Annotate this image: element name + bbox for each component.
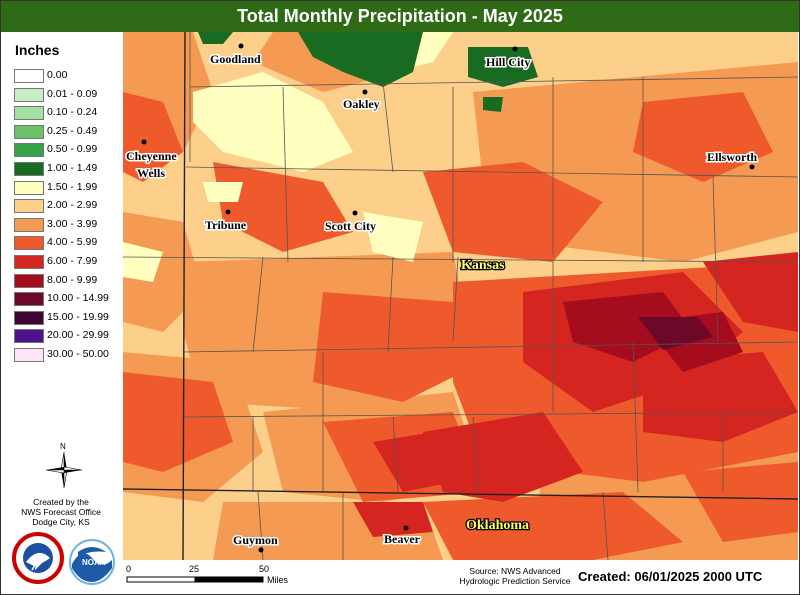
legend-label: 1.00 - 1.49 <box>47 162 98 174</box>
kansas-label: Kansas <box>461 258 505 273</box>
legend-item: 8.00 - 9.99 <box>14 273 119 288</box>
legend-swatch <box>14 124 44 139</box>
legend-swatch <box>14 69 44 83</box>
legend-label: 1.50 - 1.99 <box>47 180 98 193</box>
hill-city-marker <box>512 46 518 52</box>
legend-swatch <box>14 273 44 288</box>
cheyenne-wells-label-line2: Wells <box>137 166 165 180</box>
cheyenne-wells-marker <box>141 139 147 145</box>
precipitation-map-svg: Goodland Hill City Oakley Cheyenne Wells… <box>123 32 798 560</box>
ellsworth-label: Ellsworth <box>707 150 757 164</box>
scale-tick-25: 25 <box>189 564 200 574</box>
oklahoma-label: Oklahoma <box>466 518 529 533</box>
city-markers <box>141 43 755 553</box>
legend-swatch <box>14 106 44 121</box>
cheyenne-wells-label-line1: Cheyenne <box>126 149 177 163</box>
legend-item: 30.00 - 50.00 <box>14 348 119 362</box>
source-line-2: Hydrologic Prediction Service <box>459 576 571 586</box>
legend-item: 1.00 - 1.49 <box>14 162 119 176</box>
goodland-label: Goodland <box>210 52 261 66</box>
ellsworth-marker <box>749 164 755 170</box>
legend-swatch <box>14 348 44 362</box>
legend-label: 4.00 - 5.99 <box>47 236 98 249</box>
tribune-label: Tribune <box>205 218 247 232</box>
scott-city-marker <box>352 210 358 216</box>
legend-label: 6.00 - 7.99 <box>47 255 98 267</box>
legend-item: 0.25 - 0.49 <box>14 124 119 139</box>
legend-item: 0.00 <box>14 69 119 83</box>
legend-swatch <box>14 87 44 102</box>
legend-swatch <box>14 236 44 251</box>
legend-swatch <box>14 292 44 307</box>
legend-swatch <box>14 255 44 269</box>
legend-title: Inches <box>15 42 60 58</box>
legend-label: 0.50 - 0.99 <box>47 143 98 156</box>
legend-item: 0.10 - 0.24 <box>14 106 119 121</box>
beaver-marker <box>403 525 409 531</box>
legend-swatch <box>14 310 44 325</box>
credit-line-1: Created by the <box>33 497 89 507</box>
scale-tick-50: 50 <box>259 564 270 574</box>
precip-10-15-zone <box>638 317 713 350</box>
oakley-marker <box>362 89 368 95</box>
legend-item: 0.50 - 0.99 <box>14 143 119 158</box>
compass-north-label: N <box>60 442 66 451</box>
legend-label: 0.00 <box>47 69 68 81</box>
legend-swatch <box>14 162 44 176</box>
legend-label: 30.00 - 50.00 <box>47 348 109 360</box>
source-text: Source: NWS Advanced Hydrologic Predicti… <box>451 566 579 586</box>
hill-city-label: Hill City <box>486 55 530 69</box>
oakley-label: Oakley <box>343 97 380 111</box>
svg-text:NOAA: NOAA <box>82 558 106 567</box>
legend-item: 2.00 - 2.99 <box>14 199 119 214</box>
legend-label: 0.01 - 0.09 <box>47 87 98 100</box>
legend-label: 2.00 - 2.99 <box>47 199 98 212</box>
legend-item: 6.00 - 7.99 <box>14 255 119 269</box>
tribune-marker <box>225 209 231 215</box>
created-timestamp: Created: 06/01/2025 2000 UTC <box>578 569 763 584</box>
legend-label: 20.00 - 29.99 <box>47 329 109 342</box>
legend-label: 0.10 - 0.24 <box>47 106 98 119</box>
credit-line-3: Dodge City, KS <box>32 517 90 527</box>
scale-unit: Miles <box>267 575 289 585</box>
legend-label: 8.00 - 9.99 <box>47 273 98 286</box>
legend-label: 3.00 - 3.99 <box>47 217 98 230</box>
credit-line-2: NWS Forecast Office <box>21 507 101 517</box>
source-line-1: Source: NWS Advanced <box>469 566 561 576</box>
credit-text: Created by the NWS Forecast Office Dodge… <box>0 497 122 527</box>
guymon-marker <box>258 547 264 553</box>
legend-label: 15.00 - 19.99 <box>47 310 109 323</box>
county-boundaries <box>123 32 798 560</box>
legend-swatch <box>14 217 44 232</box>
legend-item: 0.01 - 0.09 <box>14 87 119 102</box>
beaver-label: Beaver <box>384 532 421 546</box>
legend-item: 3.00 - 3.99 <box>14 217 119 232</box>
precipitation-map: Goodland Hill City Oakley Cheyenne Wells… <box>123 32 798 560</box>
precip-1-1.5-zones <box>198 32 538 112</box>
footer: 0 25 50 Miles Source: NWS Advanced Hydro… <box>123 561 798 593</box>
goodland-marker <box>238 43 244 49</box>
legend-item: 15.00 - 19.99 <box>14 310 119 325</box>
legend-label: 0.25 - 0.49 <box>47 124 98 137</box>
legend-swatch <box>14 199 44 214</box>
legend-item: 1.50 - 1.99 <box>14 180 119 195</box>
legend-item: 4.00 - 5.99 <box>14 236 119 251</box>
nws-logo-icon <box>12 532 64 589</box>
legend-label: 10.00 - 14.99 <box>47 292 109 305</box>
scale-tick-0: 0 <box>126 564 132 574</box>
compass-rose-icon: N <box>44 440 84 501</box>
legend-swatch <box>14 180 44 195</box>
legend-swatch <box>14 329 44 344</box>
legend-swatch <box>14 143 44 158</box>
scott-city-label: Scott City <box>325 219 376 233</box>
map-title: Total Monthly Precipitation - May 2025 <box>1 1 799 32</box>
state-boundaries <box>123 32 798 560</box>
guymon-label: Guymon <box>233 533 278 547</box>
legend-item: 10.00 - 14.99 <box>14 292 119 307</box>
noaa-logo-icon: NOAA <box>68 538 116 591</box>
legend-item: 20.00 - 29.99 <box>14 329 119 344</box>
